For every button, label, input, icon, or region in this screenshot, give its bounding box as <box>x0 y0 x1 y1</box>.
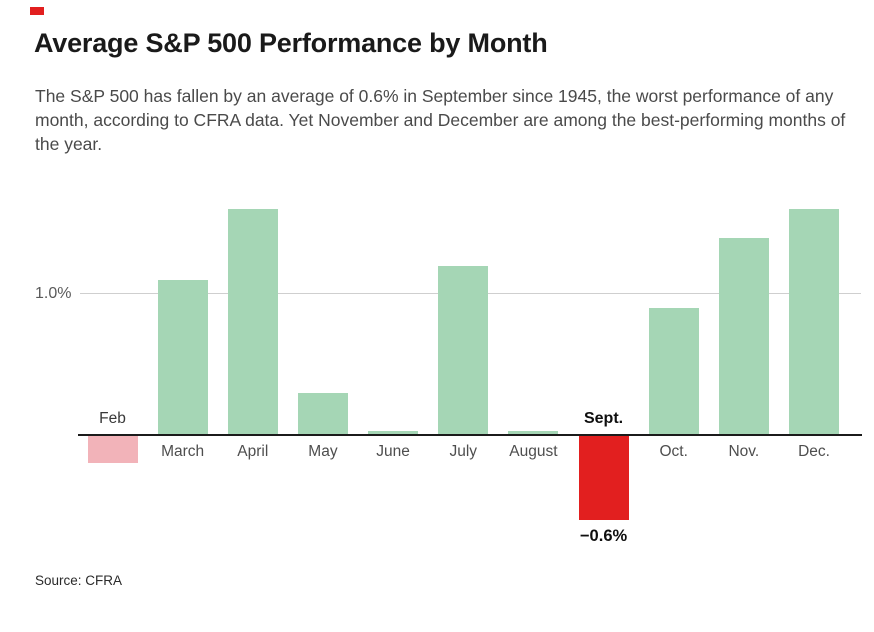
x-label-nov: Nov. <box>728 443 760 460</box>
x-label-june: June <box>376 443 410 460</box>
x-label-may: May <box>308 443 338 460</box>
x-label-oct: Oct. <box>659 443 688 460</box>
y-axis-tick-label: 1.0% <box>35 285 72 302</box>
bar-june <box>368 431 419 435</box>
x-label-july: July <box>449 443 478 460</box>
bar-sept <box>578 435 629 520</box>
x-label-dec: Dec. <box>798 443 830 460</box>
bar-feb <box>87 435 138 463</box>
source-attribution: Source: CFRA <box>35 573 123 588</box>
brand-accent-mark <box>30 7 44 15</box>
chart-subtitle: The S&P 500 has fallen by an average of … <box>35 86 846 154</box>
bar-july <box>438 266 489 435</box>
x-label-august: August <box>509 443 558 460</box>
x-axis-baseline <box>78 434 862 436</box>
bar-may <box>297 393 348 435</box>
chart-title: Average S&P 500 Performance by Month <box>34 28 548 58</box>
x-label-sept: Sept. <box>583 410 624 427</box>
x-label-march: March <box>161 443 205 460</box>
value-label-sept: −0.6% <box>579 527 628 545</box>
bar-dec <box>789 209 839 435</box>
bar-april <box>227 209 278 435</box>
bar-oct <box>648 308 699 435</box>
bar-march <box>157 280 208 435</box>
bar-august <box>508 431 559 435</box>
bar-nov <box>718 238 769 435</box>
x-label-april: April <box>237 443 269 460</box>
x-label-feb: Feb <box>99 410 126 427</box>
